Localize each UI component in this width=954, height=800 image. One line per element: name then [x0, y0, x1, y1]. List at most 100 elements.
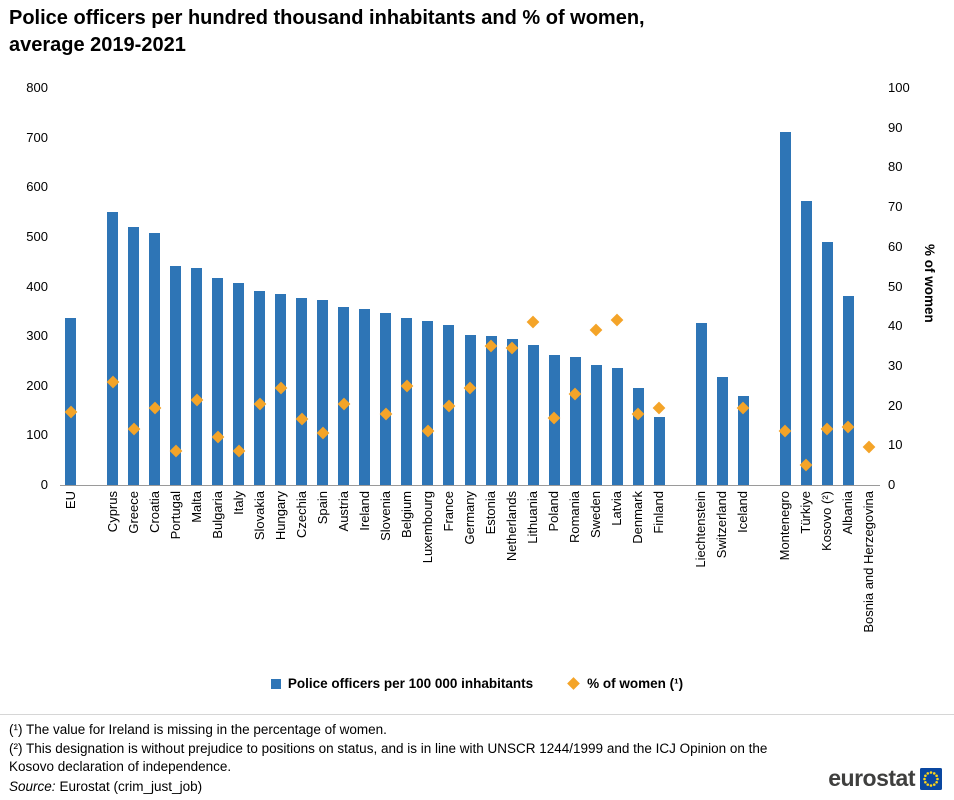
bar: [821, 241, 833, 485]
x-category-label-text: Finland: [651, 491, 667, 534]
pct-women-diamond: [589, 323, 603, 337]
bar: [737, 396, 749, 485]
diamond-series-swatch-icon: [567, 677, 581, 690]
y-tick-label-right: 10: [888, 437, 903, 453]
x-category-label-text: Croatia: [146, 491, 162, 533]
pct-women-diamond: [610, 313, 624, 327]
x-category-label: Albania: [838, 491, 858, 534]
x-category-label: Kosovo (²): [817, 491, 837, 551]
bar: [212, 278, 224, 485]
legend-label-diamonds: % of women (¹): [587, 676, 684, 691]
x-category-label-text: Netherlands: [504, 491, 520, 562]
bar: [338, 306, 350, 485]
x-category-label-text: EU: [62, 491, 78, 510]
x-category-label-text: Denmark: [630, 491, 646, 544]
y-tick-label-left: 800: [26, 80, 48, 95]
x-category-label: Ireland: [355, 491, 375, 531]
x-category-label: Italy: [229, 491, 249, 515]
x-category-label-text: Lithuania: [525, 491, 541, 544]
x-category-label-text: Romania: [567, 491, 583, 544]
pct-women-diamond: [526, 315, 540, 329]
pct-women-diamond: [863, 440, 876, 454]
bar: [779, 131, 791, 485]
x-category-label-text: Ireland: [356, 491, 372, 531]
y-tick-label-left: 600: [26, 179, 48, 195]
x-category-label-text: Sweden: [588, 491, 604, 538]
x-category-label: Switzerland: [712, 491, 732, 558]
x-category-label: Luxembourg: [418, 491, 438, 563]
x-category-label-text: Kosovo (²): [819, 491, 835, 551]
bar: [842, 296, 854, 485]
bar: [506, 339, 518, 485]
x-category-label-text: Hungary: [272, 491, 288, 541]
legend: Police officers per 100 000 inhabitants …: [0, 676, 954, 691]
x-category-label: Sweden: [586, 491, 606, 538]
x-category-label: Portugal: [166, 491, 186, 539]
chart-title-line2: average 2019-2021: [9, 34, 186, 56]
x-category-label: Lithuania: [523, 491, 543, 544]
bar: [653, 417, 665, 485]
x-category-label: Czechia: [292, 491, 312, 538]
bar: [170, 266, 182, 485]
y-tick-label-right: 70: [888, 199, 903, 215]
x-category-label-text: Cyprus: [104, 491, 120, 533]
source-line: Source: Eurostat (crim_just_job): [9, 778, 787, 797]
x-category-label-text: Greece: [125, 491, 141, 534]
x-category-label: EU: [61, 491, 81, 509]
x-category-label: Croatia: [145, 491, 165, 533]
bar: [191, 268, 203, 485]
y-tick-label-right: 40: [888, 318, 903, 334]
x-category-label-text: Slovakia: [251, 491, 267, 541]
footnote-2: (²) This designation is without prejudic…: [9, 740, 768, 775]
y-tick-label-left: 200: [26, 377, 48, 393]
bar: [464, 335, 476, 485]
x-category-label-text: Bosnia and Herzegovina: [861, 491, 877, 633]
x-category-label: Estonia: [481, 491, 501, 534]
x-category-label: Iceland: [733, 491, 753, 533]
eurostat-logo: eurostat: [828, 765, 942, 792]
x-category-label: Latvia: [607, 491, 627, 526]
x-category-label: Denmark: [628, 491, 648, 544]
x-category-label-text: Liechtenstein: [693, 491, 709, 568]
x-category-label: Liechtenstein: [691, 491, 711, 568]
x-category-label-text: Italy: [230, 491, 246, 515]
x-category-label-text: Slovenia: [377, 491, 393, 541]
bar: [359, 308, 371, 485]
x-category-label: Belgium: [397, 491, 417, 538]
x-category-label: Malta: [187, 491, 207, 523]
bar: [317, 299, 329, 485]
x-category-label-text: Iceland: [735, 491, 751, 533]
x-category-label-text: Bulgaria: [209, 491, 225, 539]
y-tick-label-left: 300: [26, 328, 48, 344]
source-text: Eurostat (crim_just_job): [59, 778, 203, 794]
bar: [401, 318, 413, 485]
x-category-label-text: Czechia: [293, 491, 309, 538]
footer-divider: [0, 714, 954, 715]
x-category-label-text: Belgium: [398, 491, 414, 538]
x-category-label-text: France: [440, 491, 456, 532]
x-category-label: Romania: [565, 491, 585, 543]
bar-series-swatch-icon: [270, 678, 281, 689]
chart-title-line1: Police officers per hundred thousand inh…: [9, 7, 645, 29]
chart-title: Police officers per hundred thousand inh…: [9, 5, 645, 59]
y-tick-label-right: 50: [888, 278, 903, 294]
x-category-label-text: Albania: [840, 491, 856, 535]
y-tick-label-left: 500: [26, 228, 48, 244]
x-category-label-text: Türkiye: [798, 491, 814, 534]
legend-label-bars: Police officers per 100 000 inhabitants: [287, 676, 534, 691]
x-category-label: Bosnia and Herzegovina: [859, 491, 879, 633]
right-axis-title: % of women: [922, 244, 937, 323]
y-tick-label-right: 0: [888, 477, 896, 492]
bar: [695, 323, 707, 485]
bar: [296, 297, 308, 485]
x-category-label-text: Estonia: [483, 491, 499, 535]
x-category-label: Bulgaria: [208, 491, 228, 539]
footnote-1: (¹) The value for Ireland is missing in …: [9, 722, 387, 737]
bar: [107, 211, 119, 485]
x-category-label-text: Germany: [462, 491, 477, 545]
legend-item-bars: Police officers per 100 000 inhabitants: [270, 676, 534, 691]
y-tick-label-right: 30: [888, 357, 903, 373]
x-category-label: Slovakia: [250, 491, 270, 540]
